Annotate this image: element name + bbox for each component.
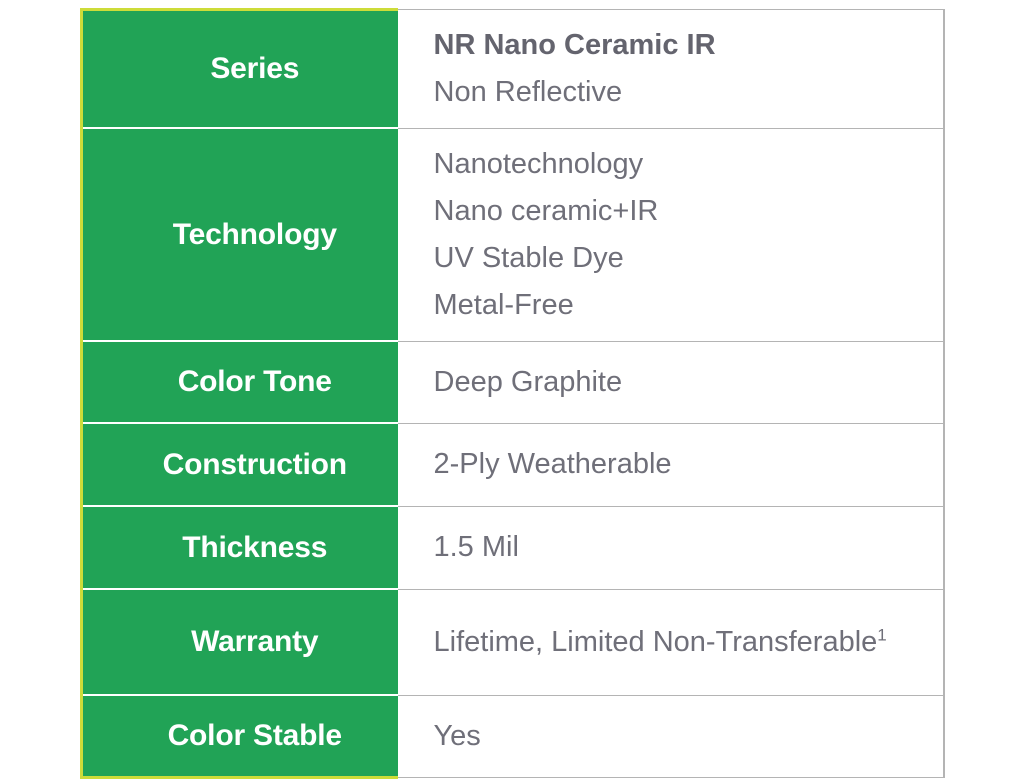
spec-value-warranty: Lifetime, Limited Non-Transferable1 [397,588,945,696]
table-row: Thickness 1.5 Mil [80,505,945,591]
spec-value-line: Nano ceramic+IR [433,194,659,227]
spec-value-line: Nanotechnology [433,147,644,180]
spec-value-construction: 2-Ply Weatherable [397,422,945,507]
product-spec-table: Series NR Nano Ceramic IR Non Reflective… [80,8,945,779]
spec-value-series: NR Nano Ceramic IR Non Reflective [397,9,945,129]
spec-label-series: Series [80,8,398,130]
spec-label-warranty: Warranty [80,588,398,697]
spec-value-line: 2-Ply Weatherable [433,448,672,481]
spec-value-line: Yes [433,719,481,752]
spec-value-technology: Nanotechnology Nano ceramic+IR UV Stable… [397,127,945,342]
spec-value-line: Lifetime, Limited Non-Transferable1 [434,619,930,666]
spec-label-color-tone: Color Tone [80,340,398,425]
spec-table-body: Series NR Nano Ceramic IR Non Reflective… [80,8,945,779]
spec-value-line: Deep Graphite [433,365,623,398]
spec-value-thickness: 1.5 Mil [397,505,945,590]
spec-value-text: Lifetime, Limited Non-Transferable [433,625,878,658]
spec-value-color-tone: Deep Graphite [397,340,945,424]
spec-value-line: 1.5 Mil [433,531,519,564]
spec-label-technology: Technology [80,127,398,343]
table-row: Color Stable Yes [80,694,945,779]
spec-value-line: Non Reflective [433,75,623,108]
table-row: Warranty Lifetime, Limited Non-Transfera… [80,588,945,697]
spec-label-construction: Construction [80,422,398,508]
table-row: Technology Nanotechnology Nano ceramic+I… [80,127,945,343]
footnote-marker: 1 [877,625,887,645]
table-row: Construction 2-Ply Weatherable [80,422,945,508]
spec-label-thickness: Thickness [80,505,398,591]
spec-label-color-stable: Color Stable [80,694,398,779]
table-row: Color Tone Deep Graphite [80,340,945,425]
spec-value-line: UV Stable Dye [433,241,624,274]
spec-value-line: NR Nano Ceramic IR [433,29,716,61]
spec-value-line: Metal-Free [433,288,574,321]
table-row: Series NR Nano Ceramic IR Non Reflective [80,8,945,130]
spec-value-color-stable: Yes [397,694,945,778]
